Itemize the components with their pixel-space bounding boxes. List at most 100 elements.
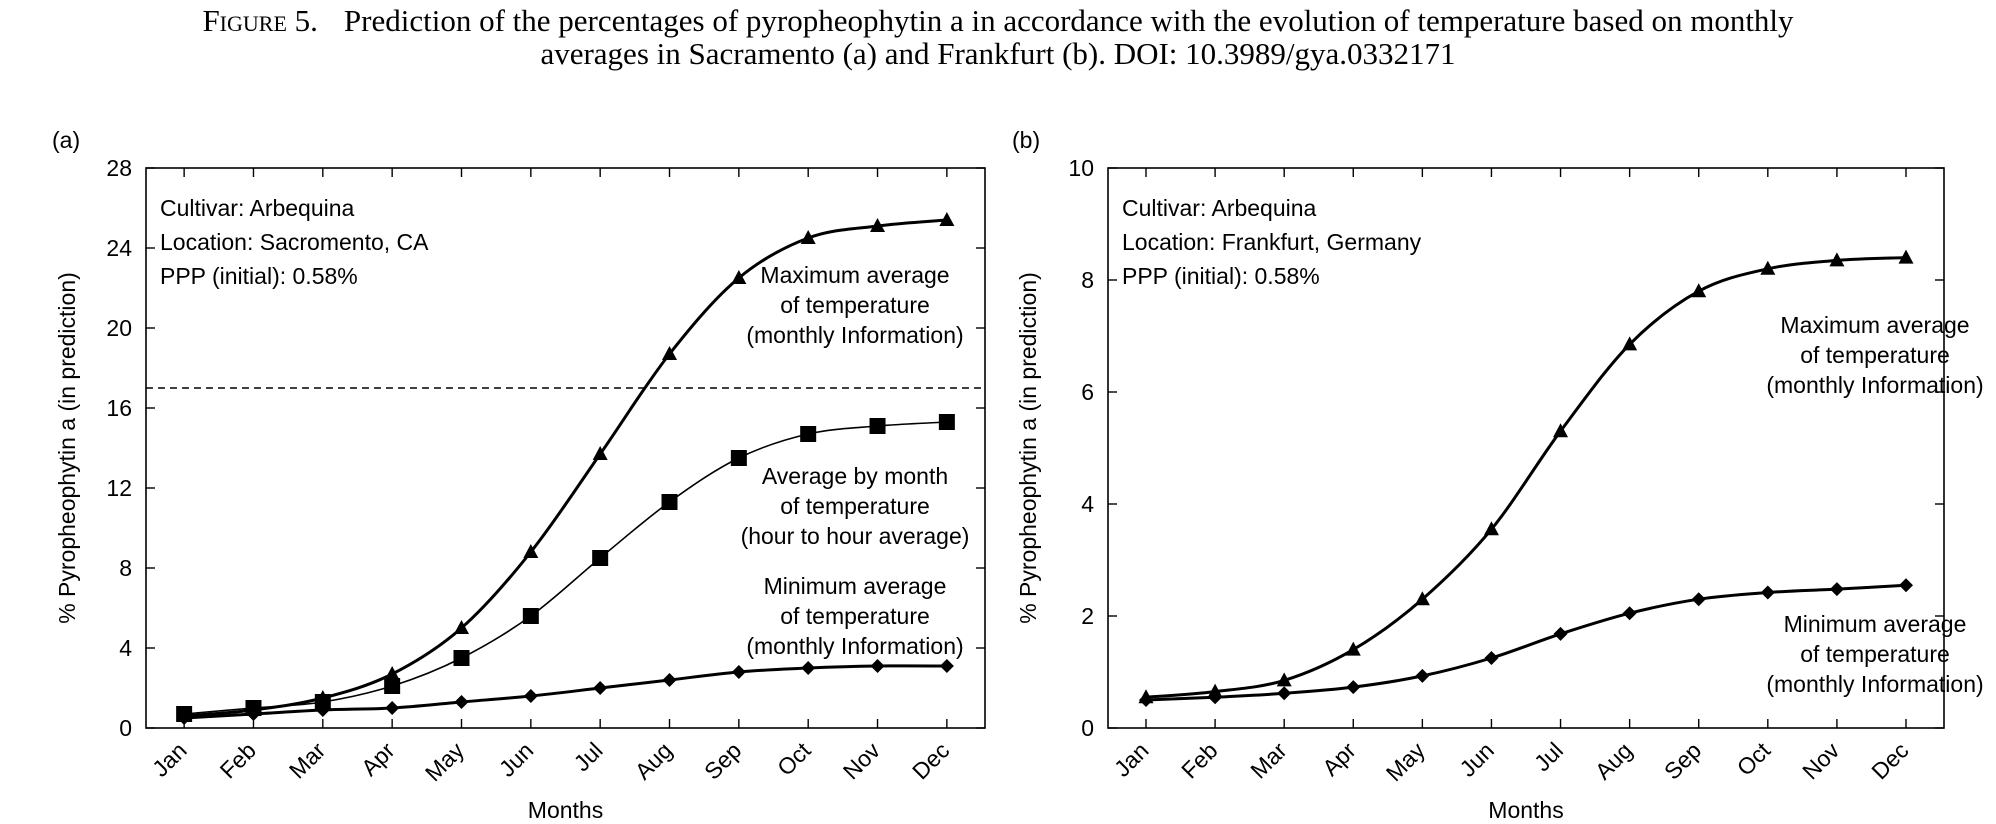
x-tick-label: Jan bbox=[147, 737, 192, 782]
data-point-diamond bbox=[593, 681, 608, 695]
y-tick-label: 10 bbox=[1068, 155, 1094, 181]
x-tick-label: Dec bbox=[907, 737, 954, 784]
series-label: Maximum average bbox=[760, 262, 949, 288]
data-point-diamond bbox=[1346, 680, 1361, 695]
x-tick-label: Jan bbox=[1109, 737, 1154, 782]
y-tick-label: 4 bbox=[1081, 491, 1094, 517]
data-point-square bbox=[661, 494, 678, 510]
y-tick-label: 20 bbox=[106, 315, 132, 341]
data-point-triangle bbox=[1483, 521, 1499, 536]
series-label: (monthly Information) bbox=[746, 322, 963, 348]
data-point-triangle bbox=[453, 620, 469, 634]
x-tick-label: Jun bbox=[1454, 737, 1499, 782]
x-tick-label: Jul bbox=[1529, 737, 1568, 776]
figure-label: Figure 5. bbox=[202, 3, 318, 38]
x-tick-label: May bbox=[420, 737, 469, 786]
x-tick-label: Oct bbox=[1732, 737, 1776, 781]
x-axis-title: Months bbox=[528, 797, 603, 823]
data-point-square bbox=[730, 450, 747, 466]
data-point-diamond bbox=[1208, 690, 1223, 705]
data-point-diamond bbox=[939, 659, 954, 673]
x-tick-label: Nov bbox=[838, 737, 886, 785]
data-point-square bbox=[592, 550, 609, 566]
plot-frame bbox=[1107, 167, 1945, 729]
y-tick-label: 8 bbox=[119, 555, 132, 581]
y-tick-label: 24 bbox=[106, 235, 132, 261]
data-point-triangle bbox=[1760, 260, 1776, 275]
caption-line-2: averages in Sacramento (a) and Frankfurt… bbox=[540, 36, 1456, 71]
series-label: Minimum average bbox=[1784, 611, 1967, 637]
y-tick-label: 4 bbox=[119, 635, 132, 661]
y-axis-title: % Pyropheophytin a (in prediction) bbox=[54, 272, 80, 624]
series-label: of temperature bbox=[780, 603, 930, 629]
data-point-diamond bbox=[246, 707, 261, 721]
x-tick-label: Feb bbox=[215, 737, 261, 783]
chart-panel-b: 0 2 4 6 8 10 Jan Feb Mar Apr May Jun Jul Aug Sep Oct Nov… bbox=[1012, 127, 1984, 823]
data-point-square bbox=[522, 608, 539, 624]
data-point-diamond bbox=[662, 673, 677, 687]
y-tick-label: 28 bbox=[106, 155, 132, 181]
plot-frame bbox=[145, 167, 986, 729]
data-point-diamond bbox=[1760, 585, 1775, 600]
data-point-square bbox=[453, 650, 470, 666]
panel-label: (b) bbox=[1012, 127, 1040, 153]
x-tick-label: Sep bbox=[699, 737, 746, 784]
data-point-square bbox=[938, 414, 955, 430]
caption-line-1: Figure 5. Prediction of the percentages o… bbox=[0, 4, 1996, 37]
x-tick-label: Oct bbox=[772, 737, 816, 781]
data-point-diamond bbox=[454, 695, 469, 709]
x-tick-label: Dec bbox=[1866, 737, 1913, 784]
data-point-diamond bbox=[870, 659, 885, 673]
data-point-triangle bbox=[384, 666, 400, 680]
y-tick-label: 2 bbox=[1081, 603, 1094, 629]
series-label: (monthly Information) bbox=[1766, 372, 1983, 398]
x-tick-label: Nov bbox=[1797, 737, 1845, 785]
data-point-diamond bbox=[385, 701, 400, 715]
data-point-diamond bbox=[731, 665, 746, 679]
x-tick-label: Apr bbox=[1317, 737, 1361, 781]
data-point-square bbox=[800, 426, 817, 442]
data-point-diamond bbox=[1139, 693, 1153, 707]
x-tick-label: Mar bbox=[1245, 737, 1292, 784]
y-tick-label: 8 bbox=[1081, 267, 1094, 293]
info-text: Cultivar: Arbequina bbox=[1122, 195, 1317, 221]
y-axis-title: % Pyropheophytin a (in prediction) bbox=[1015, 272, 1041, 624]
data-point-triangle bbox=[523, 544, 539, 558]
info-text: Location: Sacromento, CA bbox=[160, 229, 429, 255]
data-point-square bbox=[384, 678, 401, 694]
data-point-diamond bbox=[1415, 668, 1430, 683]
series-label: Minimum average bbox=[764, 573, 947, 599]
data-point-diamond bbox=[1622, 606, 1637, 621]
chart-panel-a: 0 4 8 12 16 20 24 28 Jan Feb Mar Apr May Jun Jul Aug Sep… bbox=[52, 127, 986, 823]
data-point-diamond bbox=[1899, 578, 1913, 593]
data-point-diamond bbox=[315, 703, 330, 717]
data-point-triangle bbox=[662, 346, 678, 360]
series-line-diamond bbox=[184, 664, 947, 720]
x-tick-label: Apr bbox=[356, 737, 400, 781]
x-tick-label: Aug bbox=[630, 737, 677, 784]
data-point-diamond bbox=[1484, 651, 1499, 665]
data-point-square bbox=[314, 694, 331, 710]
data-point-triangle bbox=[1622, 336, 1638, 351]
series-label: of temperature bbox=[780, 493, 930, 519]
data-point-triangle bbox=[1414, 591, 1430, 606]
x-axis-title: Months bbox=[1488, 797, 1563, 823]
series-label: of temperature bbox=[1800, 342, 1950, 368]
x-tick-label: Aug bbox=[1590, 737, 1637, 784]
x-tick-label: Sep bbox=[1659, 737, 1706, 784]
y-tick-label: 0 bbox=[119, 715, 132, 741]
y-tick-label: 16 bbox=[106, 395, 132, 421]
series-label: (hour to hour average) bbox=[741, 523, 970, 549]
data-point-triangle bbox=[800, 230, 816, 244]
data-point-triangle bbox=[592, 446, 608, 460]
data-point-triangle bbox=[1345, 641, 1361, 656]
series-label: Maximum average bbox=[1780, 312, 1969, 338]
data-point-diamond bbox=[1829, 582, 1844, 597]
x-tick-label: Feb bbox=[1176, 737, 1222, 783]
data-point-triangle bbox=[1829, 252, 1845, 267]
data-point-diamond bbox=[1277, 686, 1292, 701]
info-text: PPP (initial): 0.58% bbox=[1122, 263, 1320, 289]
series-label: of temperature bbox=[1800, 641, 1950, 667]
x-tick-label: Jul bbox=[569, 737, 608, 776]
